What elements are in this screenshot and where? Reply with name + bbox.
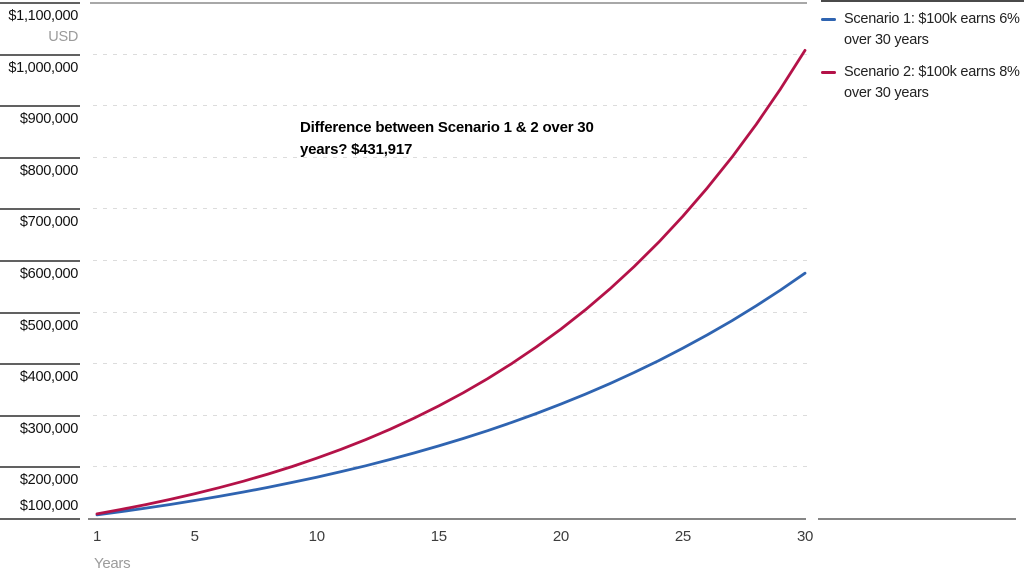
y-tick-line	[0, 208, 80, 211]
y-tick-line	[0, 466, 80, 469]
y-tick-label: $500,000	[19, 317, 78, 334]
legend: Scenario 1: $100k earns 6% over 30 years…	[821, 0, 1024, 516]
y-tick-label: $1,000,000	[8, 59, 78, 76]
plot-top-border	[90, 2, 807, 4]
legend-item-scenario-1: Scenario 1: $100k earns 6% over 30 years	[821, 9, 1024, 51]
series-line-scenario-1	[95, 271, 807, 517]
legend-bottom-border	[818, 518, 1016, 520]
x-tick-label: 20	[552, 528, 569, 545]
y-axis-unit-label: USD	[48, 29, 78, 45]
y-tick-label: $400,000	[19, 369, 78, 386]
y-tick-label: $900,000	[19, 111, 78, 128]
chart-annotation: Difference between Scenario 1 & 2 over 3…	[300, 119, 594, 158]
y-tick-line	[0, 2, 80, 4]
y-tick-line	[0, 363, 80, 366]
gridline	[93, 208, 807, 210]
gridline	[93, 363, 807, 365]
gridline	[93, 53, 807, 55]
y-tick-line	[0, 105, 80, 108]
y-tick-label: $100,000	[19, 498, 78, 514]
y-tick-line	[0, 53, 80, 56]
legend-swatch-scenario-1	[821, 18, 836, 22]
x-tick-label: 1	[92, 528, 102, 545]
legend-swatch-scenario-2	[821, 71, 836, 75]
gridline	[93, 105, 807, 107]
gridline	[93, 414, 807, 416]
y-tick-label: $1,100,000	[8, 8, 78, 24]
x-tick-label: 5	[190, 528, 199, 545]
y-tick-line	[0, 518, 80, 520]
y-tick-line	[0, 156, 80, 159]
x-axis-line	[88, 518, 806, 520]
y-tick-line	[0, 311, 80, 314]
gridline	[93, 260, 807, 261]
x-axis-title: Years	[94, 555, 131, 572]
x-tick-label: 15	[430, 528, 447, 545]
y-tick-label: $300,000	[19, 420, 78, 437]
y-tick-label: $700,000	[19, 214, 78, 231]
x-tick-label: 10	[308, 528, 325, 545]
y-tick-label: $600,000	[19, 266, 78, 282]
gridline	[93, 466, 807, 468]
legend-label: Scenario 2: $100k earns 8% over 30 years	[844, 64, 1020, 101]
y-tick-label: $800,000	[19, 162, 78, 179]
x-tick-label: 30	[796, 528, 814, 545]
legend-label: Scenario 1: $100k earns 6% over 30 years	[844, 11, 1020, 48]
y-tick-line	[0, 414, 80, 417]
y-tick-line	[0, 260, 80, 262]
legend-item-scenario-2: Scenario 2: $100k earns 8% over 30 years	[821, 62, 1024, 104]
gridline	[93, 311, 807, 313]
y-tick-label: $200,000	[19, 472, 78, 489]
x-tick-label: 25	[674, 528, 691, 545]
